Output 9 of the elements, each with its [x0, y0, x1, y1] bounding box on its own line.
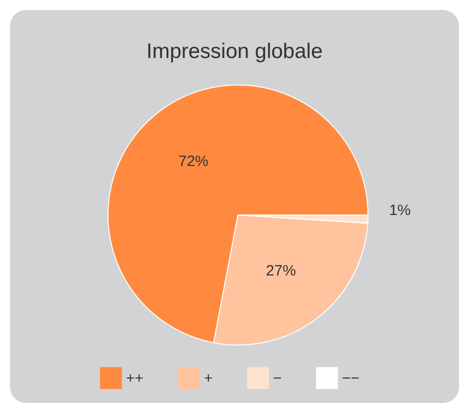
legend-label: + — [204, 370, 213, 388]
legend-label: −− — [342, 370, 360, 388]
data-label: 27% — [266, 262, 296, 280]
data-label: 1% — [389, 202, 411, 219]
legend-label: ++ — [126, 370, 144, 388]
data-label: 72% — [178, 153, 208, 170]
pie-slice — [108, 84, 368, 344]
legend-label: − — [273, 370, 282, 388]
chart-title: Impression globale — [146, 40, 323, 63]
